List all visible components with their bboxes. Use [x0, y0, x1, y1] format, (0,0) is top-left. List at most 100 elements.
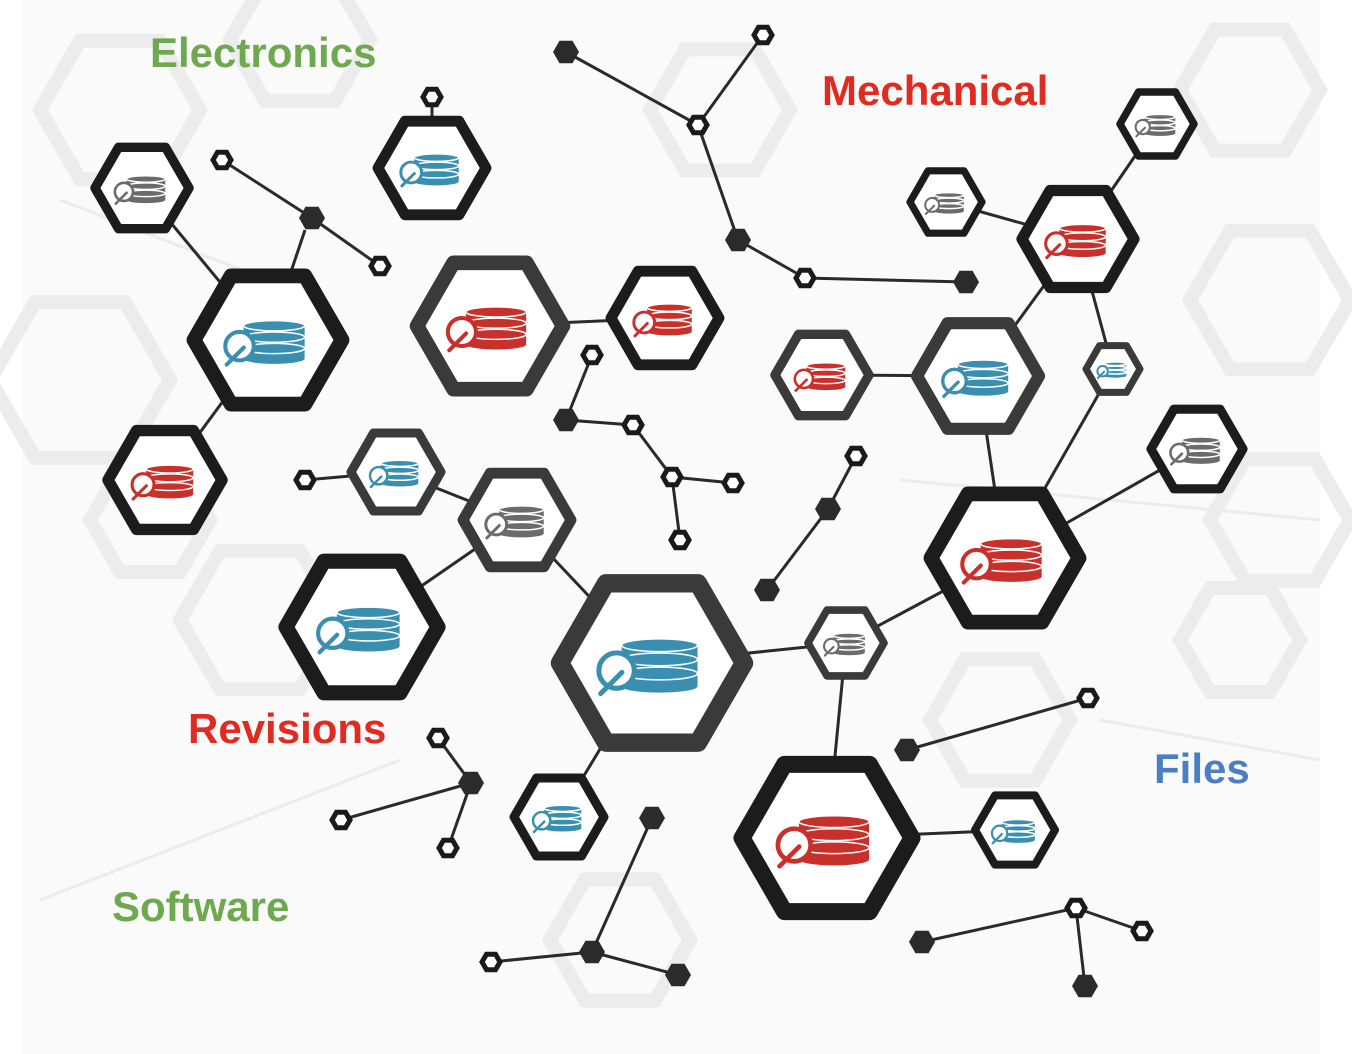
connection-line: [737, 238, 806, 280]
connection-line: [921, 906, 1077, 944]
database-support-node: [910, 317, 1046, 435]
solid-node-dot: [458, 771, 484, 795]
database-wrench-node: [372, 115, 492, 221]
database-flag-node: [409, 255, 571, 397]
connection-line: [490, 950, 593, 964]
database-home-icon: [1096, 361, 1128, 379]
hollow-node-dot: [426, 727, 450, 749]
connection-line: [591, 950, 679, 977]
database-network-node: [346, 428, 446, 516]
hollow-node-dot: [293, 469, 317, 491]
database-nodes: [90, 88, 1248, 921]
solid-node-dot: [299, 206, 325, 230]
connection-line: [311, 216, 381, 268]
background-hexagon: [221, 0, 379, 108]
database-refresh-node: [1146, 404, 1248, 494]
connection-line: [696, 124, 740, 241]
hollow-node-dot: [1064, 897, 1088, 919]
background-hexagon: [641, 42, 799, 178]
connection-line: [1075, 906, 1143, 933]
database-refresh-icon: [1169, 436, 1221, 466]
hollow-node-dot: [436, 837, 460, 859]
solid-node-dot: [1072, 974, 1098, 998]
connection-line: [696, 34, 765, 126]
solid-node-dot: [815, 497, 841, 521]
database-calendar-node: [906, 167, 986, 237]
hollow-node-dot: [210, 149, 234, 171]
software-label: Software: [112, 883, 290, 930]
hollow-node-dot: [686, 114, 710, 136]
connection-line: [1074, 907, 1087, 987]
database-user-icon: [484, 505, 545, 540]
hollow-node-dot: [751, 24, 775, 46]
hollow-node-dot: [1130, 920, 1154, 942]
revisions-label: Revisions: [188, 705, 387, 752]
connection-line: [670, 476, 682, 541]
database-stopwatch-node: [186, 268, 350, 412]
connection-line: [906, 696, 1089, 752]
hollow-node-dot: [621, 414, 645, 436]
database-search-icon: [130, 464, 194, 501]
connection-line: [765, 508, 830, 591]
database-tools-node: [90, 142, 194, 234]
database-calendar-icon: [924, 191, 965, 215]
electronics-label: Electronics: [150, 29, 377, 76]
database-lightning-node: [804, 606, 888, 680]
hollow-node-dot: [660, 466, 684, 488]
database-home-node: [1082, 342, 1144, 396]
mechanical-label: Mechanical: [822, 67, 1049, 114]
hollow-node-dot: [420, 86, 444, 108]
database-hands-icon: [990, 818, 1036, 845]
solid-node-dot: [953, 270, 979, 294]
database-flag-icon: [445, 306, 527, 353]
solid-node-dot: [579, 940, 605, 964]
background-hexagon: [1171, 22, 1329, 158]
database-pulse-icon: [316, 606, 401, 655]
solid-node-dot: [725, 228, 751, 252]
solid-node-dot: [553, 408, 579, 432]
hollow-node-dot: [793, 267, 817, 289]
database-firewall-icon: [960, 537, 1043, 585]
database-report-node: [1116, 88, 1198, 160]
solid-node-dot: [894, 738, 920, 762]
background-hexagon: [1171, 581, 1309, 699]
hollow-node-dot: [668, 529, 692, 551]
background-hexagon: [1201, 452, 1352, 588]
database-alert-node: [605, 265, 725, 371]
solid-node-dot: [553, 40, 579, 64]
solid-node-dot: [639, 806, 665, 830]
database-cut-icon: [1044, 223, 1107, 260]
background-line: [1099, 718, 1321, 762]
solid-node-dot: [665, 963, 691, 987]
database-firewall-node: [923, 486, 1087, 630]
connection-line: [221, 158, 313, 220]
database-pulse-node: [278, 553, 446, 701]
database-user-node: [457, 467, 577, 573]
database-cut-node: [1016, 184, 1140, 294]
hollow-node-dot: [368, 255, 392, 277]
hollow-node-dot: [580, 344, 604, 366]
database-report-icon: [1134, 113, 1177, 138]
database-alert-icon: [632, 303, 693, 338]
background-hex-pattern: [0, 0, 1352, 1008]
database-world-node: [550, 574, 754, 752]
hollow-node-dot: [1076, 687, 1100, 709]
connection-line: [565, 50, 699, 127]
connection-line: [804, 276, 967, 284]
hollow-node-dot: [721, 472, 745, 494]
database-mail-icon: [793, 361, 847, 392]
database-support-icon: [941, 359, 1009, 398]
database-tools-icon: [113, 174, 167, 205]
database-globe-icon: [531, 804, 583, 834]
database-checklist-icon: [775, 814, 870, 869]
background-hexagon: [1181, 223, 1352, 377]
connection-line: [340, 781, 472, 822]
database-lightning-icon: [823, 632, 866, 657]
background-hexagon: [171, 543, 349, 697]
molecule-dots: [210, 24, 1154, 998]
database-wrench-icon: [399, 153, 460, 188]
diagram-background: [22, 0, 1320, 1054]
database-hands-node: [971, 791, 1059, 869]
solid-node-dot: [754, 578, 780, 602]
